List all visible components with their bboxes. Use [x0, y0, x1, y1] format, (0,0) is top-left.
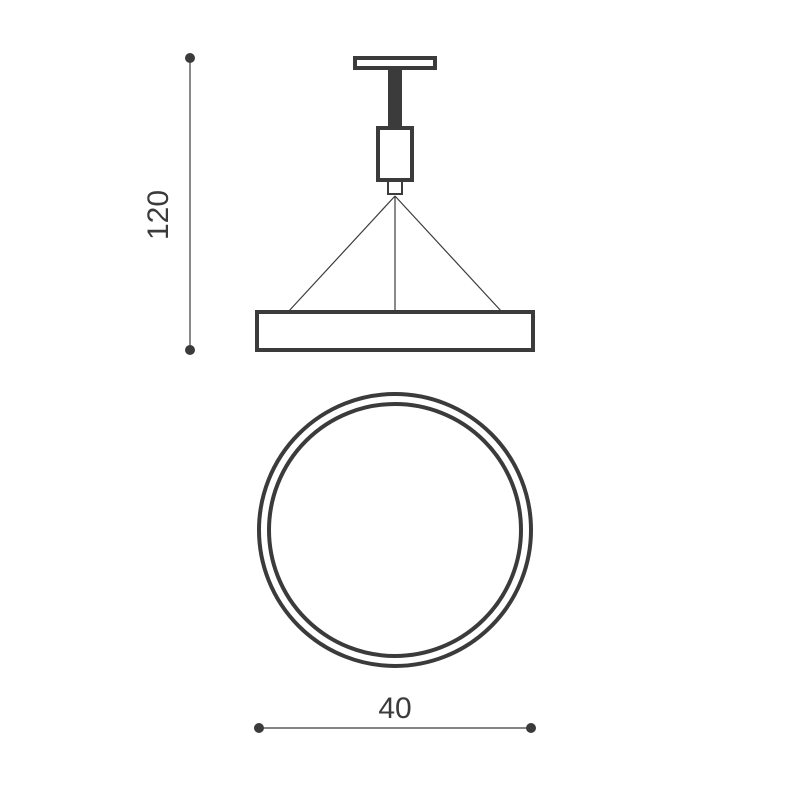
- dim-dot: [526, 723, 536, 733]
- suspension-cable-0: [288, 196, 395, 312]
- ring-side: [257, 312, 533, 350]
- dim-label-diameter: 40: [378, 692, 411, 725]
- ring-inner: [269, 404, 521, 656]
- dim-dot: [185, 345, 195, 355]
- nozzle: [388, 180, 402, 194]
- ring-outer: [259, 394, 531, 666]
- driver-body: [378, 128, 412, 180]
- dim-label-height: 120: [142, 190, 175, 240]
- stem: [388, 68, 402, 128]
- suspension-cable-2: [395, 196, 502, 312]
- dim-dot: [185, 53, 195, 63]
- dim-dot: [254, 723, 264, 733]
- canopy: [355, 58, 435, 68]
